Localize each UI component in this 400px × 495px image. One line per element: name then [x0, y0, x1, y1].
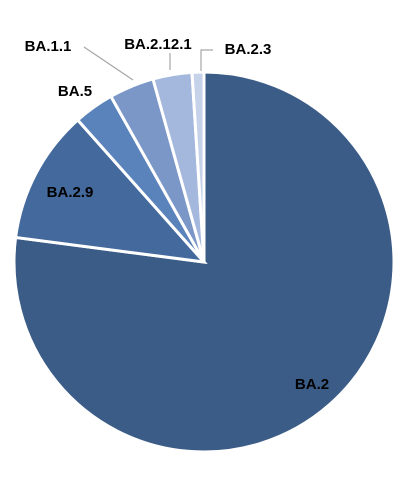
leader-line-ba-1-1: [83, 46, 134, 81]
slice-label-ba-2-3: BA.2.3: [225, 41, 272, 58]
slice-label-ba-2-12-1: BA.2.12.1: [124, 36, 192, 53]
leader-lines: [83, 46, 213, 81]
slice-label-ba-5: BA.5: [58, 83, 92, 100]
slice-label-ba-2-9: BA.2.9: [47, 184, 94, 201]
pie-slice-ba-2-9: [13, 117, 208, 265]
leader-line-ba-2-3: [200, 49, 213, 71]
pie-slice-ba-2-3: [190, 70, 206, 263]
slice-label-ba-2: BA.2: [295, 376, 329, 393]
slice-label-ba-1-1: BA.1.1: [25, 38, 72, 55]
slice-labels: BA.2 BA.2.9 BA.5 BA.1.1 BA.2.12.1 BA.2.3: [25, 36, 329, 393]
pie-slices: [12, 70, 396, 454]
pie-slice-ba-2: [12, 70, 396, 454]
